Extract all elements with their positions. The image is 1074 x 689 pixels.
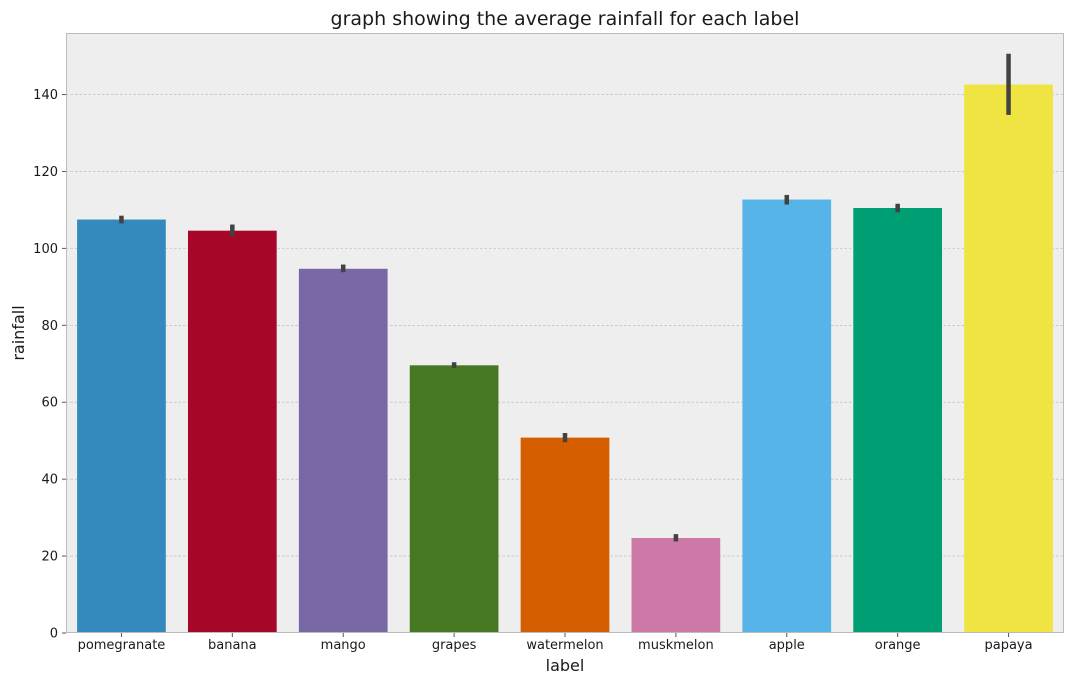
x-axis-label: label — [546, 656, 585, 675]
bars — [77, 84, 1053, 634]
x-tick-label: grapes — [432, 638, 477, 653]
y-tick-label: 40 — [41, 473, 58, 488]
x-ticks: pomegranate banana mango grapes watermelon mu… — [78, 633, 1033, 653]
y-tick-label: 140 — [33, 88, 58, 103]
error-bars — [119, 53, 1011, 542]
y-tick-label: 60 — [41, 396, 58, 411]
x-tick-label: watermelon — [526, 638, 603, 653]
y-axis-label: rainfall — [9, 305, 28, 360]
bar-banana — [187, 230, 277, 633]
x-tick-label: muskmelon — [638, 638, 714, 653]
y-tick-label: 80 — [41, 319, 58, 334]
bar-grapes — [409, 365, 499, 633]
x-tick-label: banana — [208, 638, 257, 653]
x-tick-label: mango — [321, 638, 366, 653]
x-tick-label: pomegranate — [78, 638, 166, 653]
x-tick-label: apple — [769, 638, 805, 653]
bar-pomegranate — [77, 219, 166, 634]
x-tick-label: orange — [875, 638, 921, 653]
x-tick-label: papaya — [985, 638, 1033, 653]
bar-papaya — [964, 84, 1053, 634]
bar-muskmelon — [631, 538, 721, 633]
plot-frame — [66, 33, 1064, 633]
y-tick-label: 20 — [41, 550, 58, 565]
bar-watermelon — [520, 437, 610, 633]
chart-title: graph showing the average rainfall for e… — [331, 8, 800, 30]
bar-orange — [853, 208, 943, 633]
y-tick-label: 0 — [50, 627, 58, 642]
y-tick-label: 120 — [33, 165, 58, 180]
bar-mango — [298, 268, 388, 633]
y-ticks: 0 20 40 60 80 100 120 140 — [33, 88, 66, 642]
bar-apple — [742, 199, 832, 634]
y-tick-label: 100 — [33, 242, 58, 257]
